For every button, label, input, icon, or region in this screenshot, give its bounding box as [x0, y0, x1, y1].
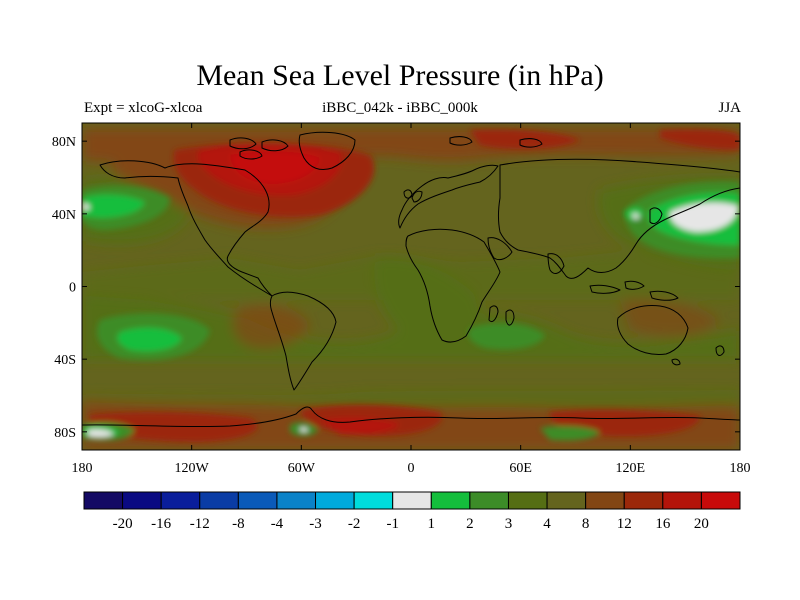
coastline-japan — [649, 207, 663, 225]
experiment-label: Expt = xlcoG-xlcoa — [84, 100, 203, 116]
colorbar-label: 1 — [428, 516, 436, 532]
x-tick-label: 0 — [408, 461, 415, 476]
coastline-north-america — [99, 160, 273, 297]
x-tick-label: 180 — [72, 461, 93, 476]
colorbar-box — [160, 491, 201, 510]
coastline-europe — [398, 164, 499, 229]
y-tick-label: 40N — [52, 208, 76, 223]
x-tick-label: 60W — [288, 461, 316, 476]
x-tick-label: 180 — [730, 461, 751, 476]
axis-labels: 180 120W 60W 0 60E 120E 180 80N 40N 0 40S 80S — [52, 135, 751, 476]
plot-title: Mean Sea Level Pressure (in hPa) — [196, 59, 604, 92]
colorbar-label: -12 — [190, 516, 210, 532]
coastline-indonesia — [589, 284, 621, 294]
colorbar-box — [83, 491, 124, 510]
colorbar-box — [237, 491, 278, 510]
coastlines — [82, 131, 740, 428]
y-tick-label: 40S — [54, 353, 76, 368]
colorbar-box — [353, 491, 394, 510]
coastline-africa — [405, 228, 501, 343]
colorbar-box — [623, 491, 664, 510]
coastline-antarctica — [82, 406, 740, 428]
colorbar-box — [392, 491, 432, 510]
field-strong-regions — [82, 129, 740, 442]
colorbar-box — [199, 491, 239, 510]
colorbar-label: -8 — [232, 516, 245, 532]
colorbar-box — [122, 491, 162, 510]
colorbar-label: -1 — [386, 516, 399, 532]
colorbar-label: -2 — [348, 516, 361, 532]
colorbar-labels: -20 -16 -12 -8 -4 -3 -2 -1 1 2 3 4 8 12 16 20 — [113, 516, 709, 532]
colorbar-label: 8 — [582, 516, 590, 532]
colorbar-box — [315, 491, 355, 510]
colorbar-box — [546, 491, 587, 510]
colorbar-label: 2 — [466, 516, 474, 532]
x-tick-label: 120E — [616, 461, 646, 476]
y-tick-label: 80N — [52, 135, 76, 150]
coastline-south-america — [270, 291, 337, 391]
x-tick-label: 120W — [175, 461, 210, 476]
colorbar-label: 12 — [617, 516, 632, 532]
colorbar-box — [662, 491, 702, 510]
colorbar-label: 16 — [655, 516, 671, 532]
difference-label: iBBC_042k - iBBC_000k — [322, 100, 478, 116]
coastline-greenland — [298, 131, 356, 171]
colorbar-label: -4 — [271, 516, 284, 532]
x-tick-label: 60E — [509, 461, 532, 476]
season-label: JJA — [718, 100, 741, 116]
colorbar-box — [469, 491, 509, 510]
colorbar-label: -16 — [151, 516, 171, 532]
y-tick-label: 80S — [54, 426, 76, 441]
coastline-australia — [617, 305, 689, 355]
y-tick-label: 0 — [69, 281, 76, 296]
colorbar-box — [430, 491, 471, 510]
colorbar-box — [585, 491, 625, 510]
colorbar-box — [276, 491, 317, 510]
colorbar-label: 4 — [543, 516, 551, 532]
colorbar-label: 20 — [694, 516, 709, 532]
colorbar-boxes — [83, 491, 741, 510]
colorbar-box — [700, 491, 741, 510]
colorbar-label: -3 — [309, 516, 322, 532]
coastline-asia — [498, 158, 740, 279]
colorbar-box — [507, 491, 548, 510]
colorbar-label: 3 — [505, 516, 513, 532]
contour-field — [82, 123, 740, 450]
axis-ticks — [81, 123, 741, 450]
colorbar-label: -20 — [113, 516, 133, 532]
